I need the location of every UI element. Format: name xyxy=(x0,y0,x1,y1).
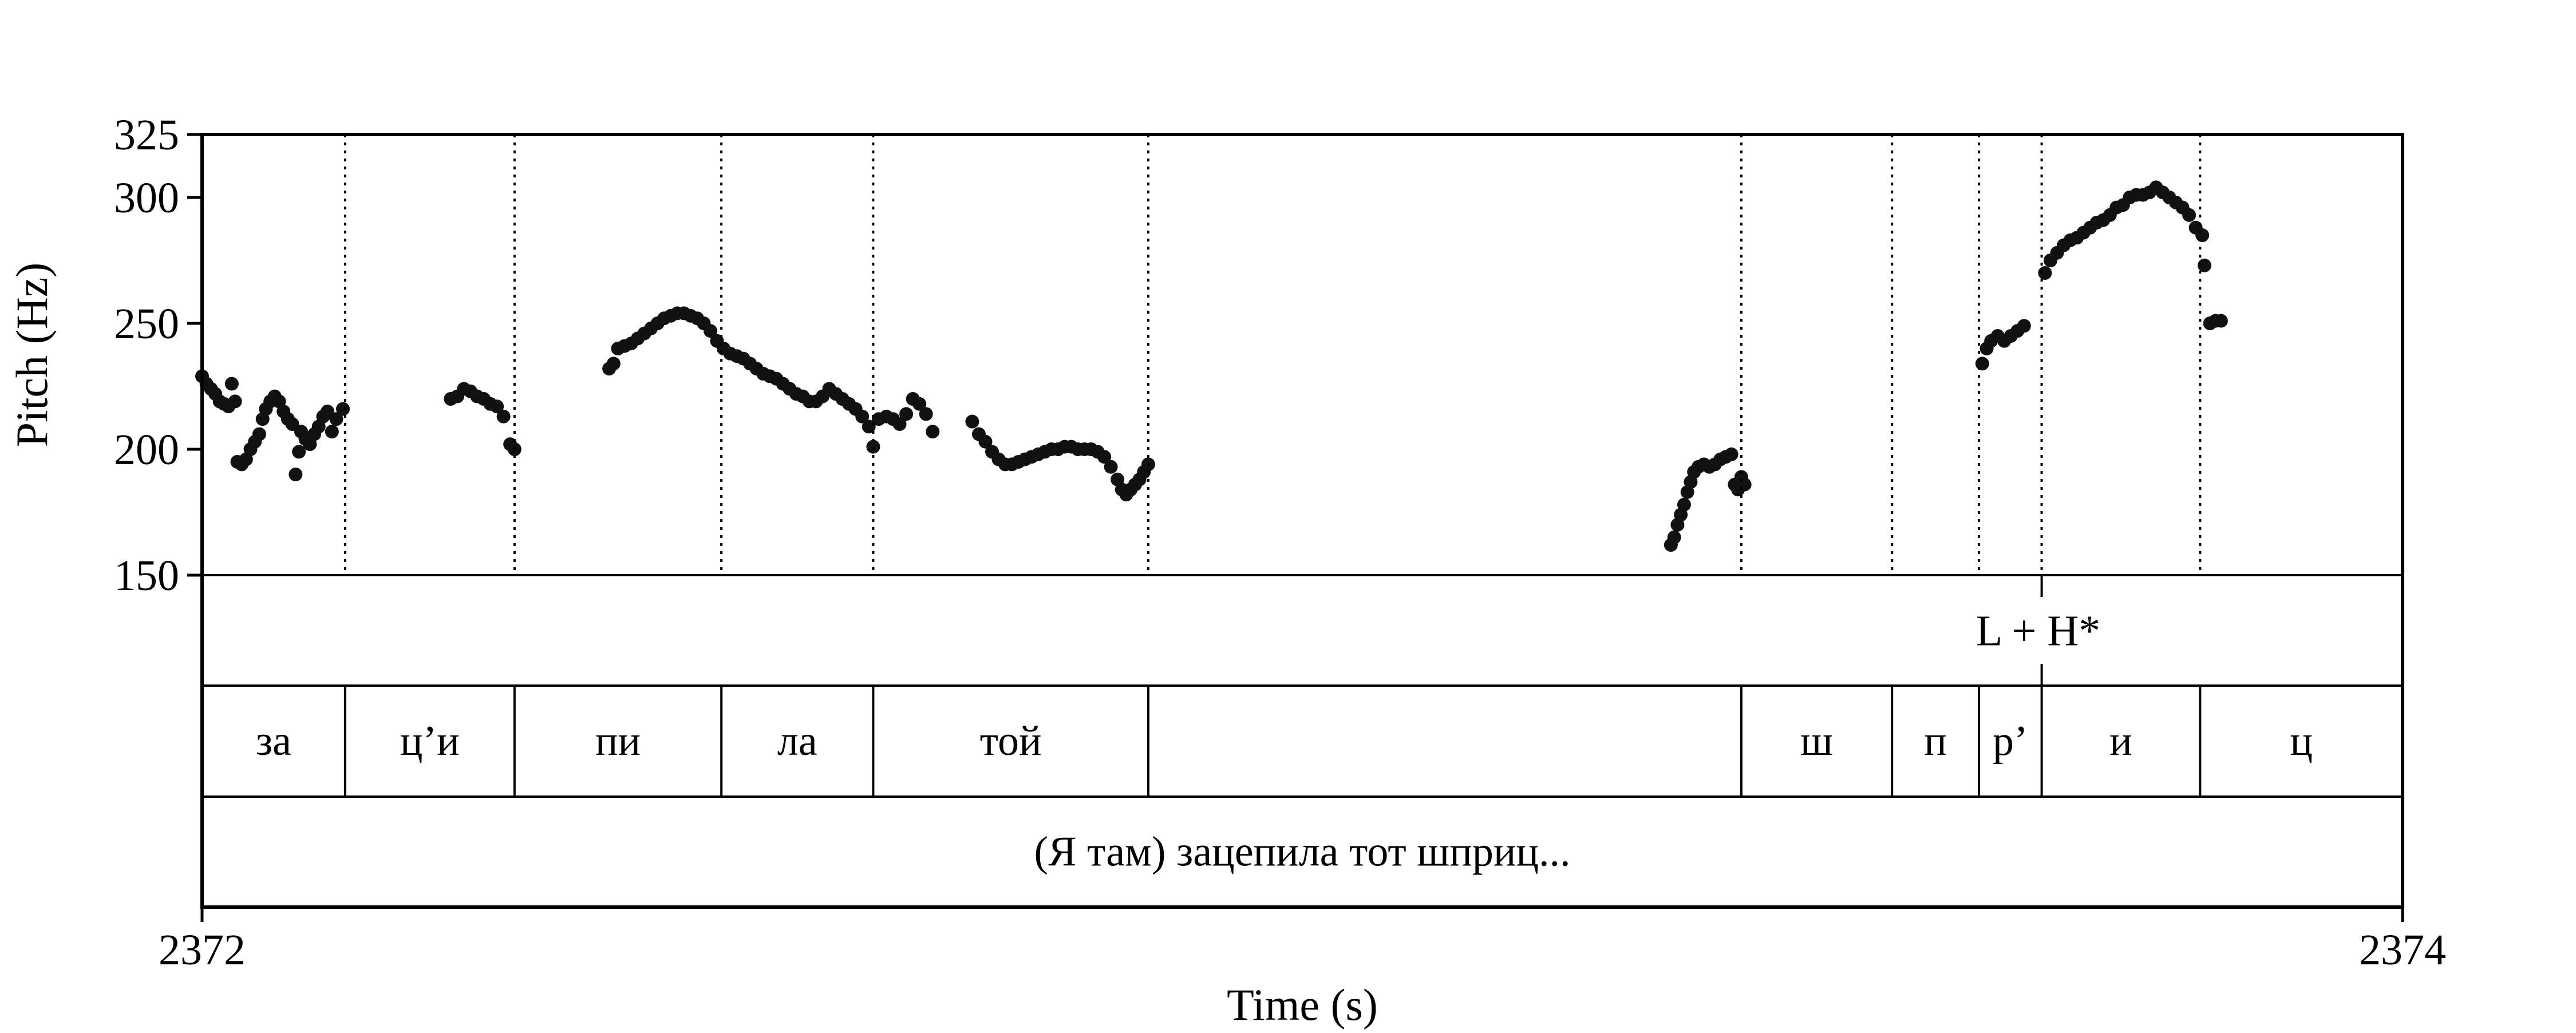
y-tick-label: 200 xyxy=(114,426,179,474)
y-axis-title: Pitch (Hz) xyxy=(7,263,57,448)
pitch-point xyxy=(1677,497,1691,512)
pitch-point xyxy=(325,425,339,439)
pitch-point xyxy=(606,357,621,371)
pitch-point xyxy=(252,427,266,441)
pitch-point xyxy=(228,394,242,409)
syllable-label: той xyxy=(980,718,1042,765)
plot-frame xyxy=(200,133,2404,909)
pitch-point xyxy=(912,397,927,411)
y-tick-label: 300 xyxy=(114,174,179,222)
phrase-label: (Я там) зацепила тот шприц... xyxy=(1034,829,1570,876)
pitch-point xyxy=(1097,450,1112,464)
syllable-label: р’ xyxy=(1993,718,2028,765)
pitch-point xyxy=(2195,228,2210,242)
x-tick-label: 2374 xyxy=(2359,926,2446,974)
syllable-label: пи xyxy=(595,718,641,765)
pitch-point xyxy=(1104,460,1118,474)
pitch-point xyxy=(336,402,350,416)
syllable-label: и xyxy=(2109,718,2132,765)
syllable-label: п xyxy=(1924,718,1947,765)
pitch-point xyxy=(892,417,907,431)
pitch-point xyxy=(866,440,880,454)
pitch-point xyxy=(2038,266,2052,280)
frame-border xyxy=(200,133,2404,909)
pitch-point xyxy=(224,377,239,391)
syllable-label: ц xyxy=(2290,718,2313,765)
pitch-point xyxy=(978,434,993,449)
syllable-label: за xyxy=(256,718,291,765)
axes: 150 200 250 300 325 2372 2374 Time (s) Pitch (Hz… xyxy=(7,111,2446,1030)
boundary-lines xyxy=(343,134,2202,797)
tone-label: L + H* xyxy=(1976,607,2100,655)
pitch-point xyxy=(2214,314,2228,328)
pitch-point xyxy=(855,409,870,424)
syllable-label: ц’и xyxy=(400,718,460,765)
pitch-point xyxy=(2182,208,2196,222)
pitch-point xyxy=(899,407,914,421)
y-tick-label: 325 xyxy=(114,111,179,159)
pitch-point xyxy=(919,407,933,421)
pitch-point xyxy=(289,468,303,481)
y-tick-label: 250 xyxy=(114,300,179,348)
pitch-point xyxy=(2017,319,2031,333)
x-tick-label: 2372 xyxy=(159,926,246,974)
pitch-points xyxy=(195,180,2228,552)
pitch-point xyxy=(490,399,504,414)
x-axis-title: Time (s) xyxy=(1227,980,1378,1030)
syllable-label: ш xyxy=(1800,718,1833,765)
pitch-point xyxy=(703,324,717,338)
pitch-point xyxy=(1724,447,1739,461)
pitch-point xyxy=(329,412,343,426)
pitch-point xyxy=(926,425,940,439)
pitch-point xyxy=(965,414,979,429)
syllable-label: ла xyxy=(777,718,817,765)
pitch-point xyxy=(1975,357,1989,371)
pitch-point xyxy=(496,409,511,424)
pitch-point xyxy=(1737,477,1752,492)
y-tick-label: 150 xyxy=(114,552,179,600)
pitch-point xyxy=(2198,258,2212,272)
annotation-tiers: L + H* за ц’и пи ла той ш п р’ и ц (Я там) зацепила… xyxy=(256,575,2313,876)
pitch-point xyxy=(292,445,306,459)
pitch-point xyxy=(1667,531,1681,544)
